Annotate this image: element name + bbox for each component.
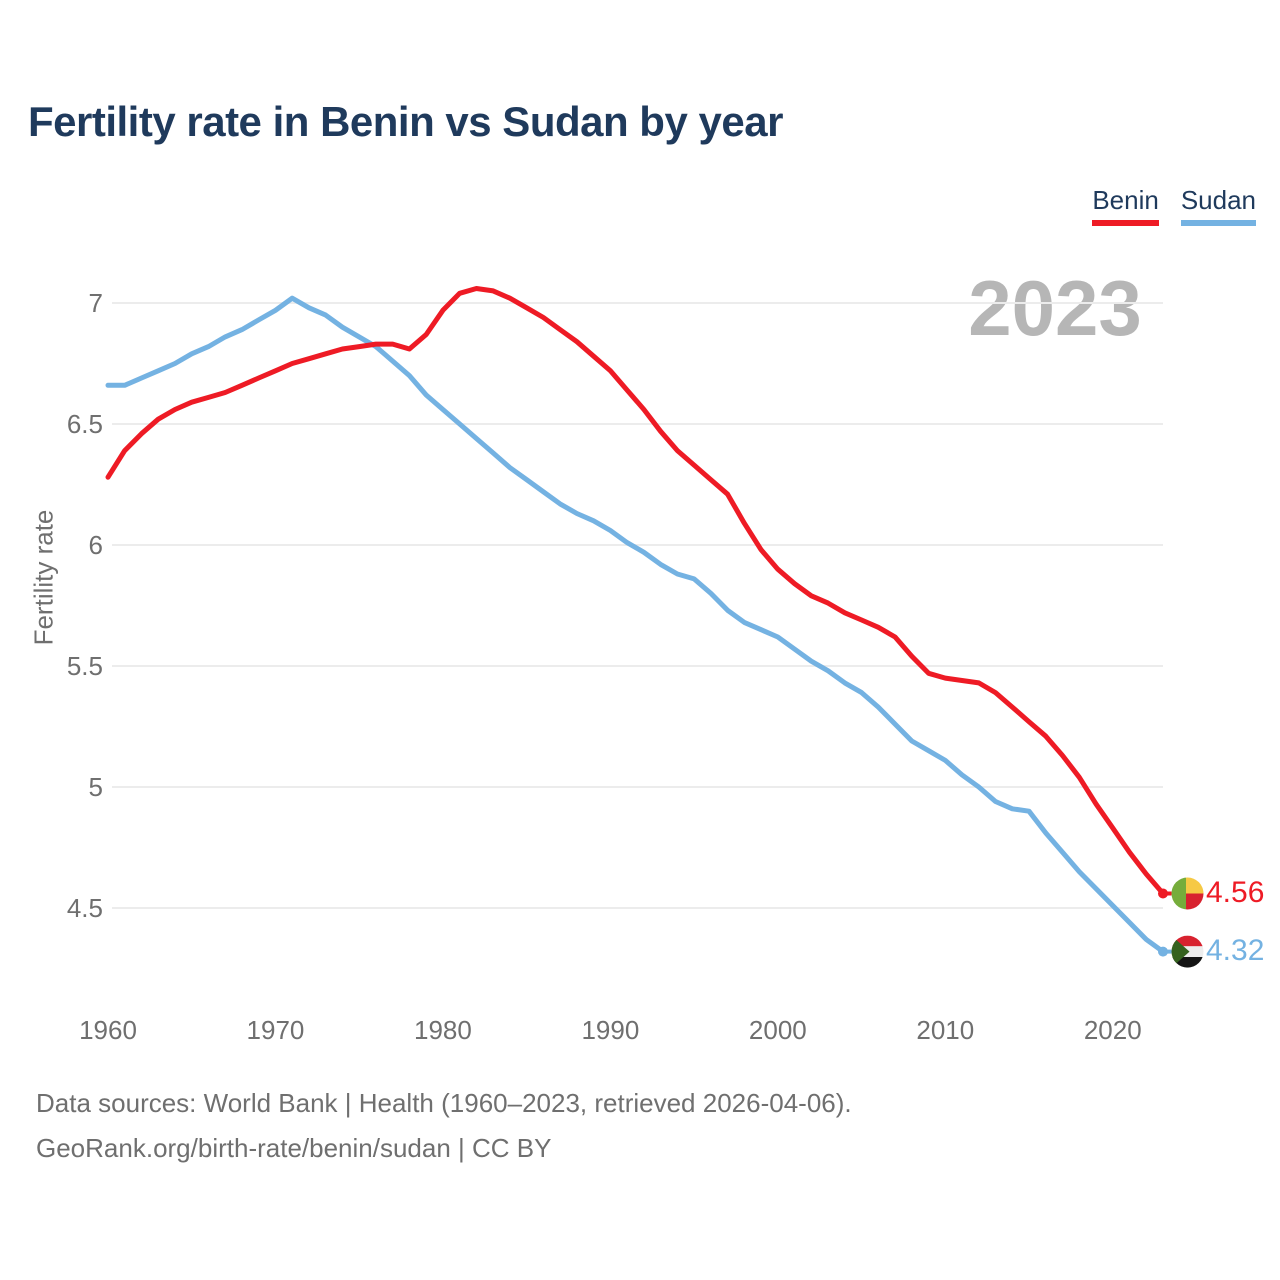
footer-line-1: Data sources: World Bank | Health (1960–…	[36, 1088, 852, 1118]
chart-title: Fertility rate in Benin vs Sudan by year	[28, 98, 783, 145]
y-tick-label: 5	[88, 772, 103, 802]
x-tick-label: 2010	[916, 1015, 975, 1045]
benin-endpoint-dot	[1158, 888, 1168, 899]
x-tick-label: 2020	[1083, 1015, 1142, 1045]
y-tick-label: 7	[88, 288, 103, 318]
gridlines	[112, 302, 1163, 909]
end-value-sudan: 4.32	[1206, 934, 1265, 967]
benin-series-line	[105, 286, 1166, 896]
x-tick-label: 1980	[413, 1015, 472, 1045]
legend-item-benin[interactable]: Benin	[1092, 185, 1159, 226]
y-tick-label: 6	[88, 530, 103, 560]
legend-label-sudan: Sudan	[1180, 185, 1256, 215]
legend-item-sudan[interactable]: Sudan	[1180, 185, 1256, 226]
footer: Data sources: World Bank | Health (1960–…	[36, 1081, 852, 1171]
footer-line-2: GeoRank.org/birth-rate/benin/sudan | CC …	[36, 1133, 552, 1163]
x-tick-label: 1960	[79, 1015, 137, 1045]
y-tick-label: 4.5	[66, 893, 103, 923]
legend-underline-benin	[1092, 220, 1159, 226]
legend: Benin Sudan	[1092, 185, 1256, 226]
legend-underline-sudan	[1180, 220, 1256, 226]
watermark-year: 2023	[968, 264, 1142, 352]
x-tick-label: 1970	[246, 1015, 305, 1045]
benin-flag-icon	[1171, 877, 1204, 910]
y-tick-label: 5.5	[66, 651, 103, 681]
sudan-flag-icon	[1171, 935, 1204, 968]
y-tick-label: 6.5	[66, 409, 103, 439]
x-tick-label: 2000	[748, 1015, 807, 1045]
x-tick-label: 1990	[581, 1015, 640, 1045]
legend-label-benin: Benin	[1092, 185, 1159, 215]
sudan-series-line	[105, 295, 1166, 955]
sudan-endpoint-dot	[1158, 946, 1168, 957]
end-value-benin: 4.56	[1206, 876, 1265, 909]
